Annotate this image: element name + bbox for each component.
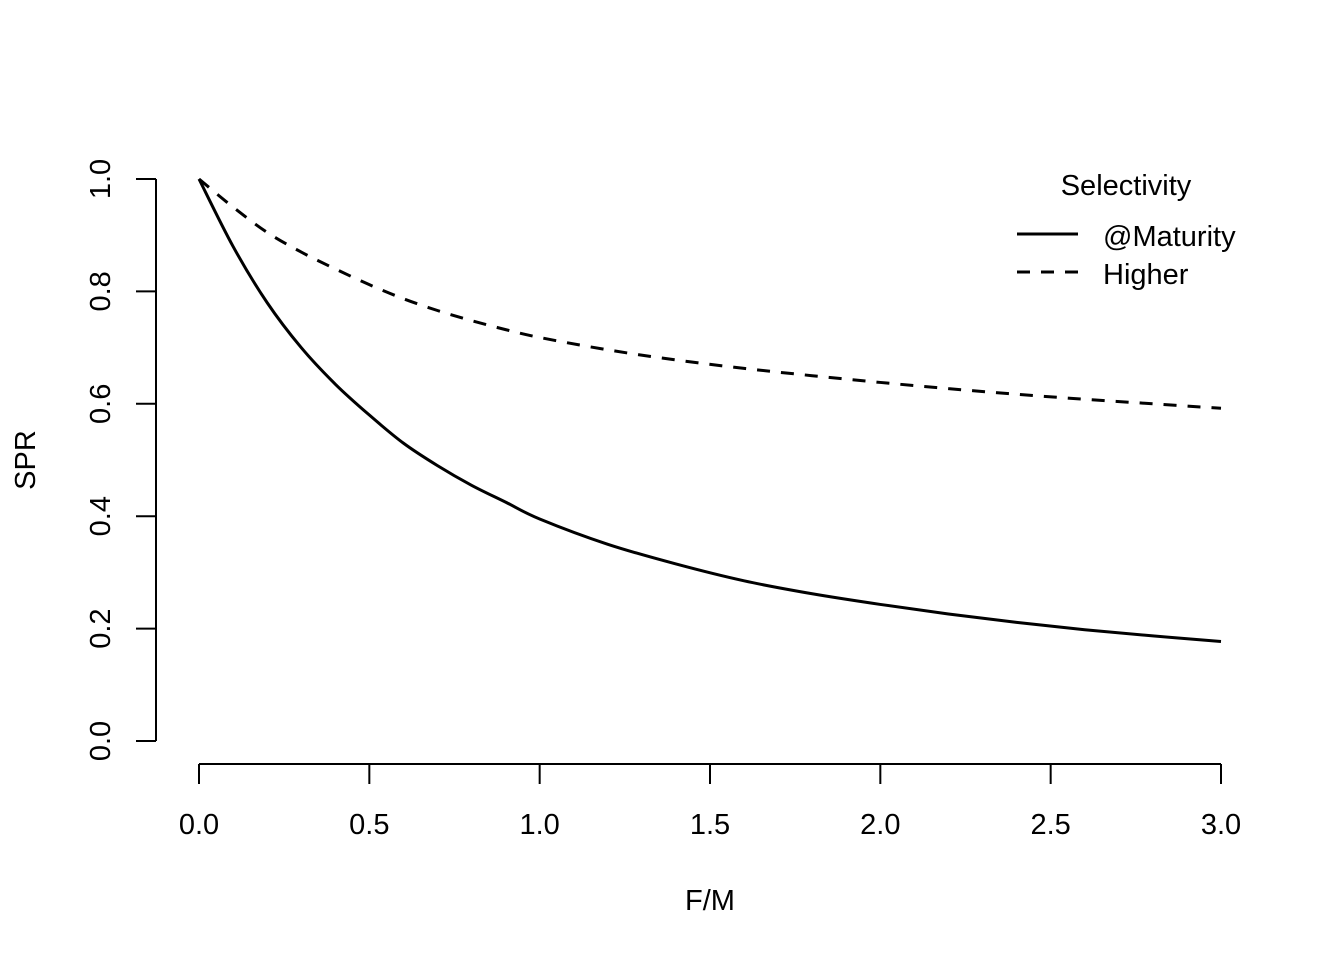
- x-tick-label: 3.0: [1201, 809, 1241, 841]
- series-line-higher: [198, 177, 1222, 410]
- legend-title: Selectivity: [1061, 170, 1192, 202]
- series-line-maturity: [197, 178, 1222, 644]
- x-tick-label: 1.5: [690, 809, 730, 841]
- x-tick-label: 1.0: [520, 809, 560, 841]
- legend: Selectivity @Maturity Higher: [1017, 170, 1236, 291]
- x-tick-label: 2.5: [1031, 809, 1071, 841]
- y-tick-label: 0.2: [85, 608, 117, 648]
- y-tick-label: 1.0: [85, 159, 117, 199]
- x-tick-label: 0.5: [349, 809, 389, 841]
- y-axis-label: SPR: [10, 430, 42, 490]
- axes: 0.0 0.5 1.0 1.5 2.0 2.5 3.0 0.0 0.2 0.4 0.6 0.8 1.0: [85, 159, 1241, 841]
- y-tick-label: 0.4: [85, 496, 117, 536]
- legend-label-higher: Higher: [1103, 259, 1189, 291]
- y-tick-label: 0.0: [85, 721, 117, 761]
- x-tick-label: 0.0: [179, 809, 219, 841]
- series-layer: [197, 177, 1222, 644]
- x-axis-label: F/M: [685, 885, 735, 917]
- legend-label-maturity: @Maturity: [1103, 221, 1236, 253]
- y-tick-label: 0.8: [85, 271, 117, 311]
- y-tick-label: 0.6: [85, 384, 117, 424]
- x-tick-label: 2.0: [860, 809, 900, 841]
